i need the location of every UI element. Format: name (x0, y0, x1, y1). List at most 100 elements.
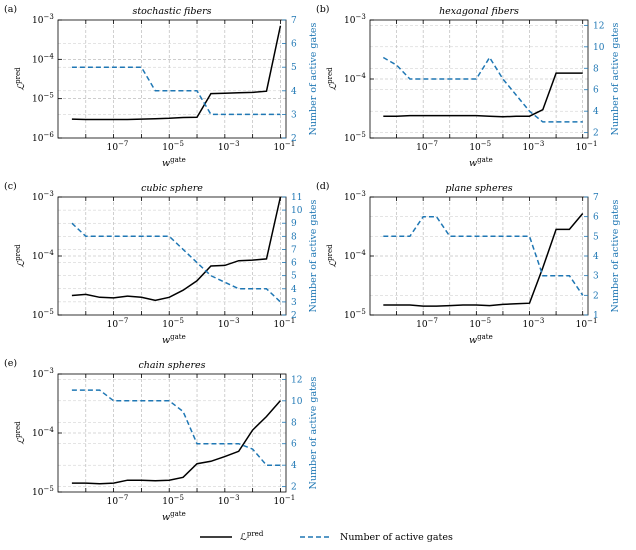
x-tick-label: 10−3 (523, 317, 545, 330)
y-tick-label: 10−3 (32, 367, 54, 380)
y2-tick-label: 7 (593, 193, 599, 203)
y2-tick-label: 3 (593, 272, 599, 282)
chart-title: hexagonal fibers (439, 6, 519, 17)
panel-label: (b) (316, 4, 330, 15)
y2-axis-label: Number of active gates (610, 22, 621, 135)
chart-title: plane spheres (445, 183, 512, 194)
y2-axis-label: Number of active gates (308, 199, 319, 312)
pred-series-line (71, 25, 282, 121)
plot-frame (57, 19, 287, 139)
panel-c: 10−7 10−5 10−3 10−1 10−5 10−4 10−3 2 3 4 5 6 7 8 9 10 11… (4, 181, 319, 346)
x-tick-label: 10−5 (162, 494, 184, 507)
plot-frame (57, 373, 287, 493)
y-tick-label: 10−3 (344, 13, 366, 26)
x-tick-label: 10−1 (273, 140, 295, 153)
pred-series-line (383, 72, 583, 118)
chart-title: chain spheres (138, 360, 205, 371)
panel-label: (e) (4, 358, 17, 369)
pred-series-line (71, 196, 282, 302)
y2-tick-label: 10 (291, 397, 303, 407)
y-tick-label: 10−5 (32, 485, 54, 498)
y2-axis-label: Number of active gates (610, 199, 621, 312)
y2-tick-label: 10 (593, 43, 605, 53)
y2-tick-label: 2 (593, 129, 599, 139)
y2-tick-label: 12 (291, 375, 302, 385)
x-tick-label: 10−1 (576, 317, 598, 330)
y2-tick-label: 3 (291, 298, 297, 308)
x-tick-label: 10−3 (523, 140, 545, 153)
y2-tick-label: 6 (291, 440, 297, 450)
y-axis-label: ℒpred (14, 67, 27, 91)
y-tick-label: 10−5 (344, 308, 366, 321)
y2-tick-label: 5 (593, 232, 599, 242)
y2-tick-label: 6 (291, 40, 297, 50)
y-axis-label: ℒpred (14, 244, 27, 268)
y2-tick-label: 12 (593, 21, 604, 31)
x-tick-label: 10−1 (273, 494, 295, 507)
y-tick-label: 10−4 (344, 72, 366, 85)
panel-label: (d) (316, 181, 330, 192)
x-tick-label: 10−7 (107, 494, 129, 507)
y2-tick-label: 6 (593, 213, 599, 223)
x-tick-label: 10−3 (218, 140, 240, 153)
y2-tick-label: 6 (291, 259, 297, 269)
y2-tick-label: 2 (291, 134, 297, 144)
x-tick-label: 10−7 (416, 317, 438, 330)
x-tick-label: 10−5 (162, 140, 184, 153)
legend-pred-label: ℒpred (240, 530, 264, 543)
x-axis-label: wgate (162, 510, 186, 523)
y2-tick-label: 4 (291, 87, 297, 97)
x-axis-label: wgate (162, 333, 186, 346)
gates-series-line (71, 222, 281, 303)
x-tick-label: 10−5 (469, 140, 491, 153)
y-tick-label: 10−4 (344, 249, 366, 262)
y-tick-label: 10−4 (32, 426, 54, 439)
y-tick-label: 10−3 (32, 13, 54, 26)
plot-frame (57, 196, 287, 316)
y2-tick-label: 4 (593, 252, 599, 262)
y-tick-label: 10−4 (32, 249, 54, 262)
x-tick-label: 10−1 (273, 317, 295, 330)
panel-d: 10−7 10−5 10−3 10−1 10−5 10−4 10−3 1 2 3 4 5 6 7 plane… (316, 181, 621, 346)
y2-tick-label: 5 (291, 63, 297, 73)
x-tick-label: 10−5 (469, 317, 491, 330)
y2-axis-label: Number of active gates (308, 376, 319, 489)
x-tick-label: 10−3 (218, 317, 240, 330)
y2-tick-label: 4 (291, 461, 297, 471)
gates-series-line (71, 389, 281, 466)
y-axis-label: ℒpred (326, 67, 339, 91)
y2-tick-label: 3 (291, 110, 297, 120)
panel-label: (a) (4, 4, 17, 15)
x-tick-label: 10−7 (416, 140, 438, 153)
y2-tick-label: 4 (291, 285, 297, 295)
x-tick-label: 10−7 (107, 140, 129, 153)
x-tick-label: 10−1 (576, 140, 598, 153)
x-axis-label: wgate (469, 333, 493, 346)
x-axis-label: wgate (162, 156, 186, 169)
panel-label: (c) (4, 181, 17, 192)
y2-tick-label: 2 (593, 291, 599, 301)
x-axis-label: wgate (469, 156, 493, 169)
chart-title: stochastic fibers (132, 6, 211, 17)
y2-tick-label: 8 (291, 418, 297, 428)
y2-tick-label: 1 (593, 311, 599, 321)
y-tick-label: 10−3 (344, 190, 366, 203)
y2-tick-label: 7 (291, 16, 297, 26)
legend: ℒpred Number of active gates (200, 530, 453, 543)
gates-series-line (382, 56, 583, 123)
y-tick-label: 10−5 (344, 131, 366, 144)
y2-tick-label: 9 (291, 219, 297, 229)
y2-tick-label: 2 (291, 311, 297, 321)
legend-gates-label: Number of active gates (340, 532, 453, 543)
y-tick-label: 10−4 (32, 52, 54, 65)
panel-b: 10−7 10−5 10−3 10−1 10−5 10−4 10−3 2 4 6 8 10 12 hexa… (316, 4, 621, 169)
x-tick-label: 10−5 (162, 317, 184, 330)
x-tick-label: 10−3 (218, 494, 240, 507)
y2-tick-label: 8 (291, 232, 297, 242)
pred-series-line (383, 213, 584, 307)
chart-title: cubic sphere (141, 183, 203, 194)
y2-tick-label: 7 (291, 245, 297, 255)
y2-tick-label: 8 (593, 64, 599, 74)
pred-series-line (71, 400, 281, 485)
